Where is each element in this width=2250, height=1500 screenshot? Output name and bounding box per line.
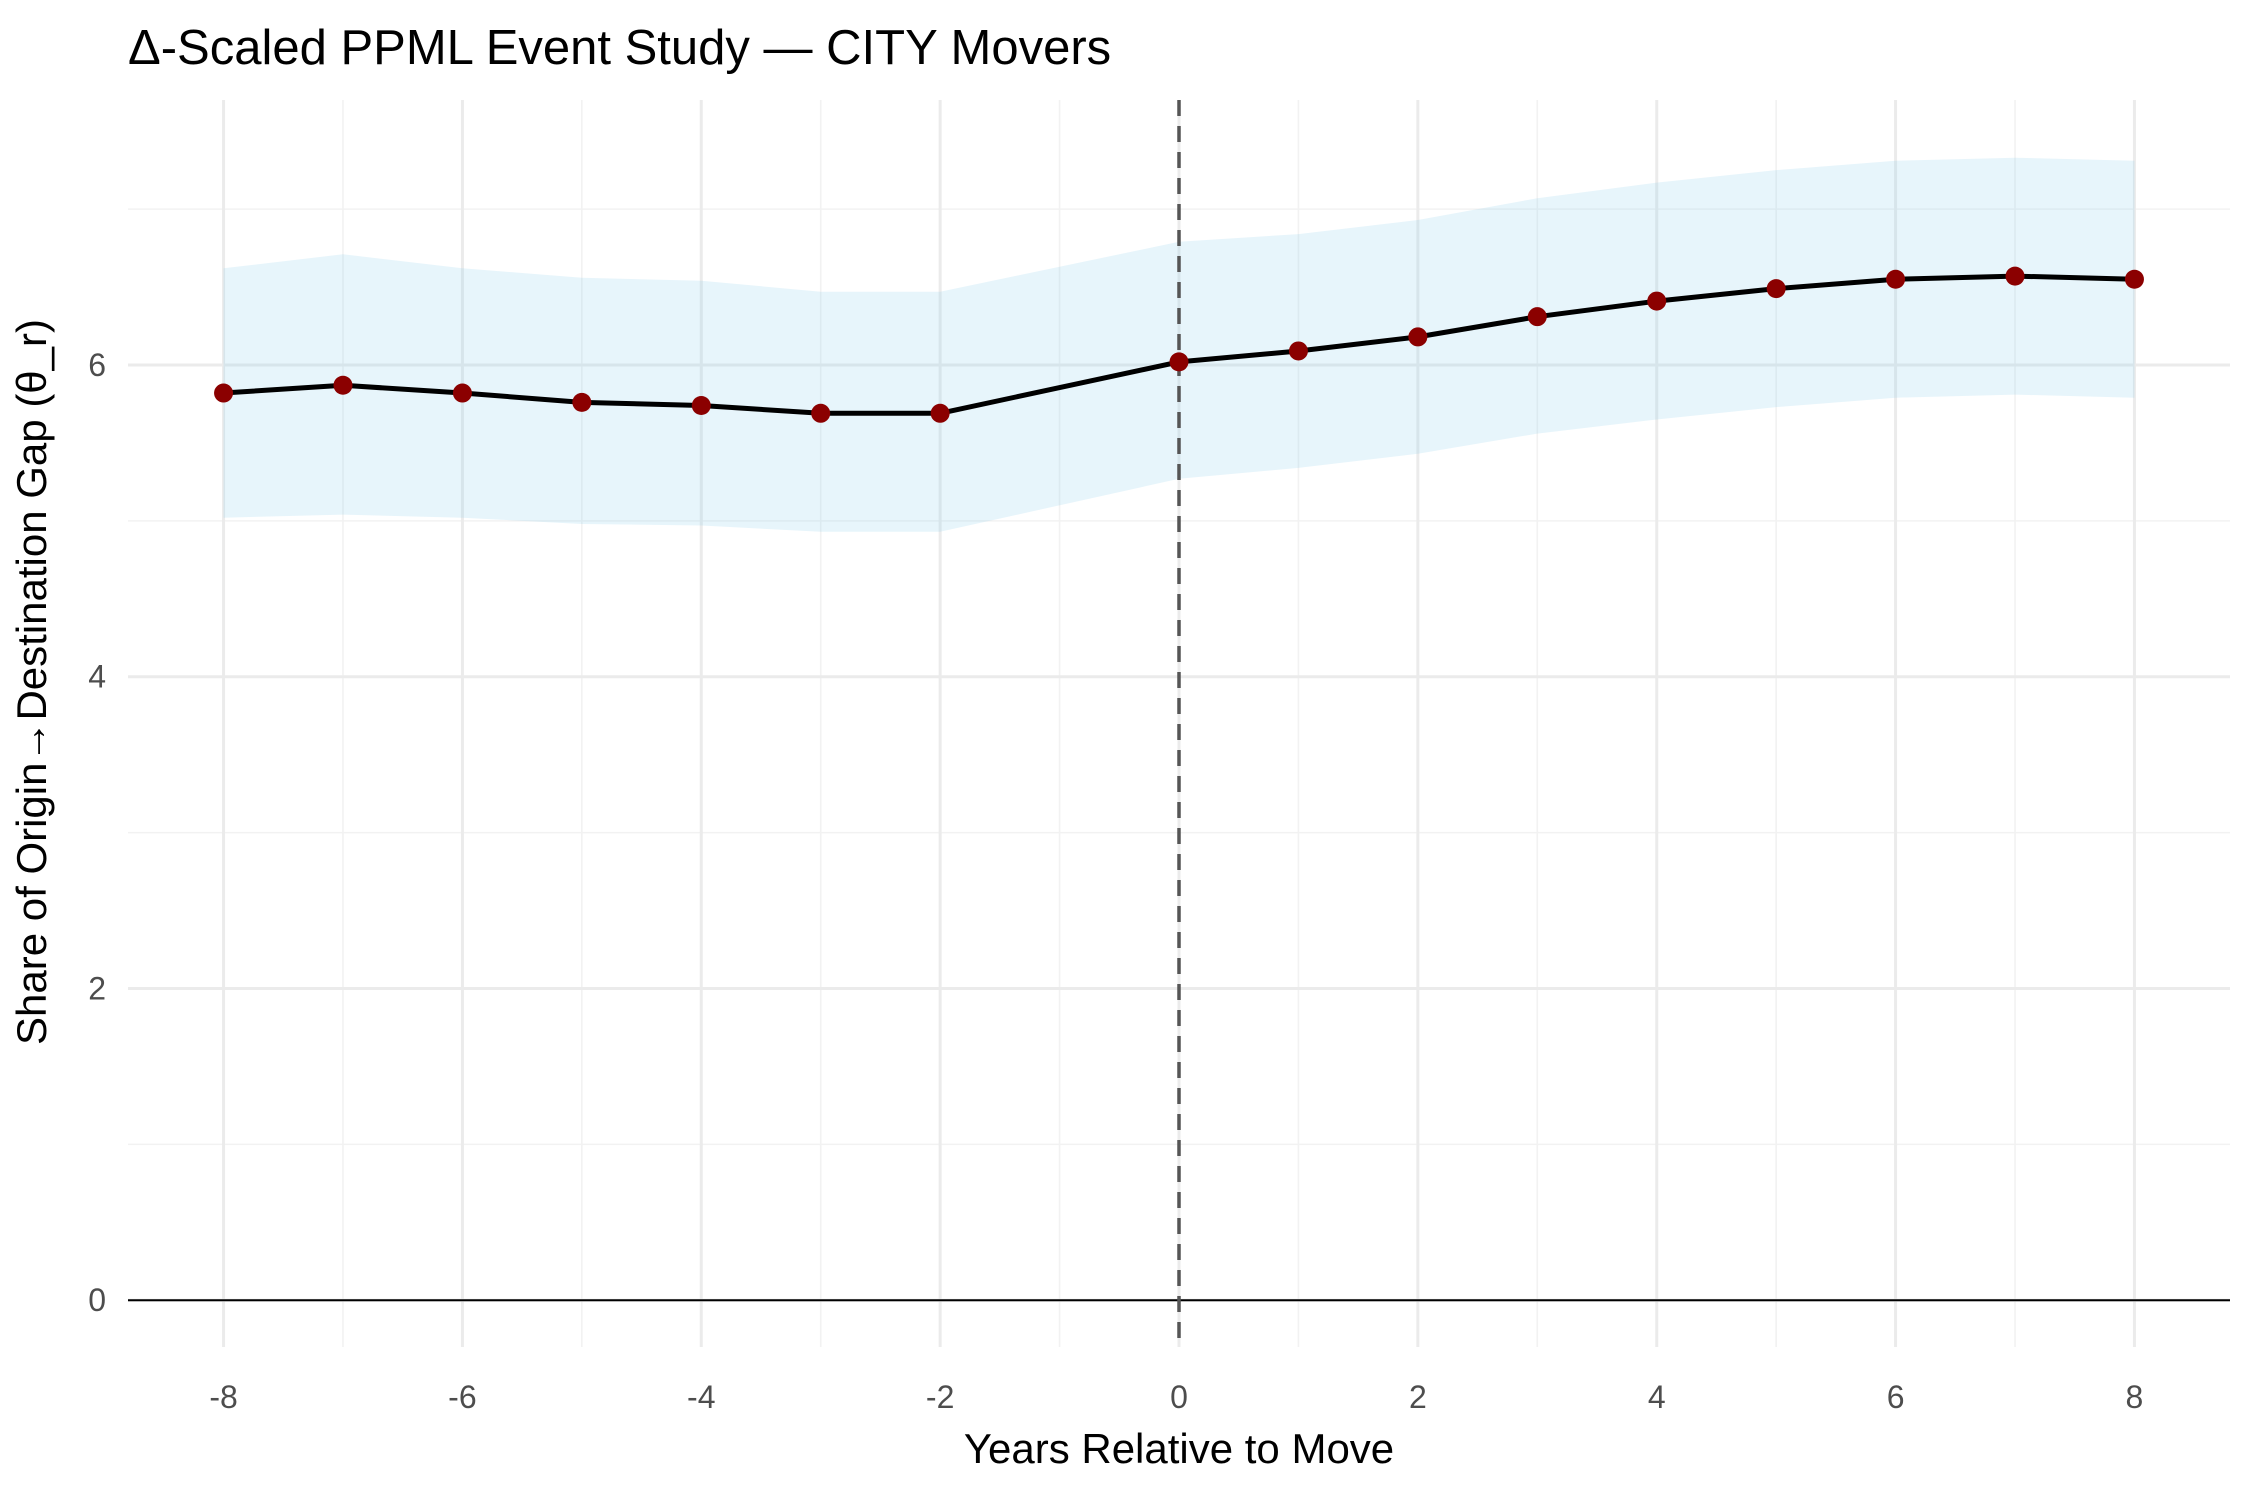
data-point	[1289, 341, 1308, 360]
data-point	[692, 396, 711, 415]
data-point	[453, 384, 472, 403]
data-point	[333, 376, 352, 395]
x-tick-label: 6	[1887, 1379, 1905, 1415]
x-tick-label: 0	[1170, 1379, 1188, 1415]
data-point	[2125, 270, 2144, 289]
x-tick-label: -6	[448, 1379, 476, 1415]
data-point	[1767, 279, 1786, 298]
x-axis-title: Years Relative to Move	[964, 1425, 1394, 1472]
data-point	[1408, 327, 1427, 346]
y-tick-label: 6	[88, 347, 106, 383]
x-tick-label: 2	[1409, 1379, 1427, 1415]
y-axis-title: Share of Origin→Destination Gap (θ_r)	[8, 319, 55, 1045]
data-point	[811, 404, 830, 423]
data-point	[214, 384, 233, 403]
y-tick-label: 0	[88, 1282, 106, 1318]
data-point	[1886, 270, 1905, 289]
data-point	[1170, 352, 1189, 371]
x-tick-label: 4	[1648, 1379, 1666, 1415]
y-tick-label: 2	[88, 970, 106, 1006]
x-tick-label: -2	[926, 1379, 954, 1415]
data-point	[1647, 292, 1666, 311]
x-tick-label: 8	[2126, 1379, 2144, 1415]
data-point	[2006, 267, 2025, 286]
chart-title: Δ-Scaled PPML Event Study — CITY Movers	[128, 21, 1111, 75]
data-point	[931, 404, 950, 423]
x-tick-label: -8	[209, 1379, 237, 1415]
data-point	[572, 393, 591, 412]
y-tick-label: 4	[88, 659, 106, 695]
data-point	[1528, 307, 1547, 326]
x-tick-label: -4	[687, 1379, 715, 1415]
